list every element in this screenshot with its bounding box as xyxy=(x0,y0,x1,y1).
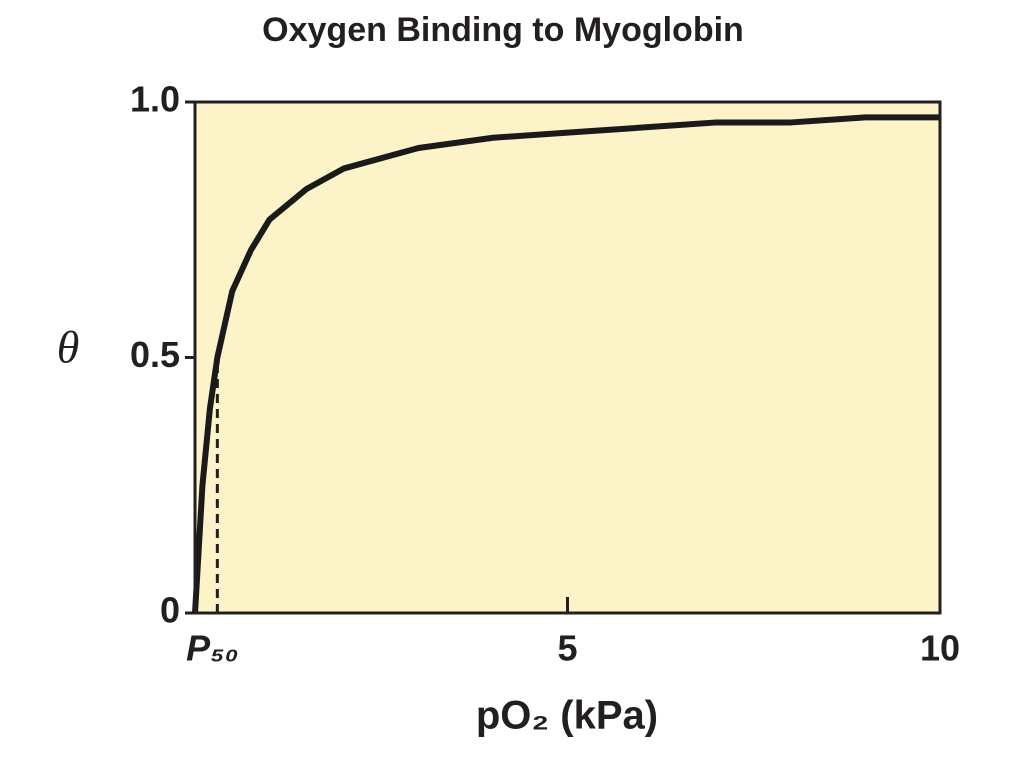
x-tick-label: 5 xyxy=(557,628,577,669)
chart-title: Oxygen Binding to Myoglobin xyxy=(262,11,744,49)
x-tick-label: P₅₀ xyxy=(186,628,238,669)
plot-area xyxy=(195,102,940,613)
y-tick-label: 0.5 xyxy=(130,334,180,375)
plot-frame xyxy=(193,100,942,615)
y-tick-label: 0 xyxy=(160,590,180,631)
y-tick-label: 1.0 xyxy=(130,79,180,120)
x-tick-label: 10 xyxy=(920,628,960,669)
curve xyxy=(192,114,940,614)
y-axis-label: θ xyxy=(57,322,80,373)
x-axis-label: pO₂ (kPa) xyxy=(476,694,658,738)
